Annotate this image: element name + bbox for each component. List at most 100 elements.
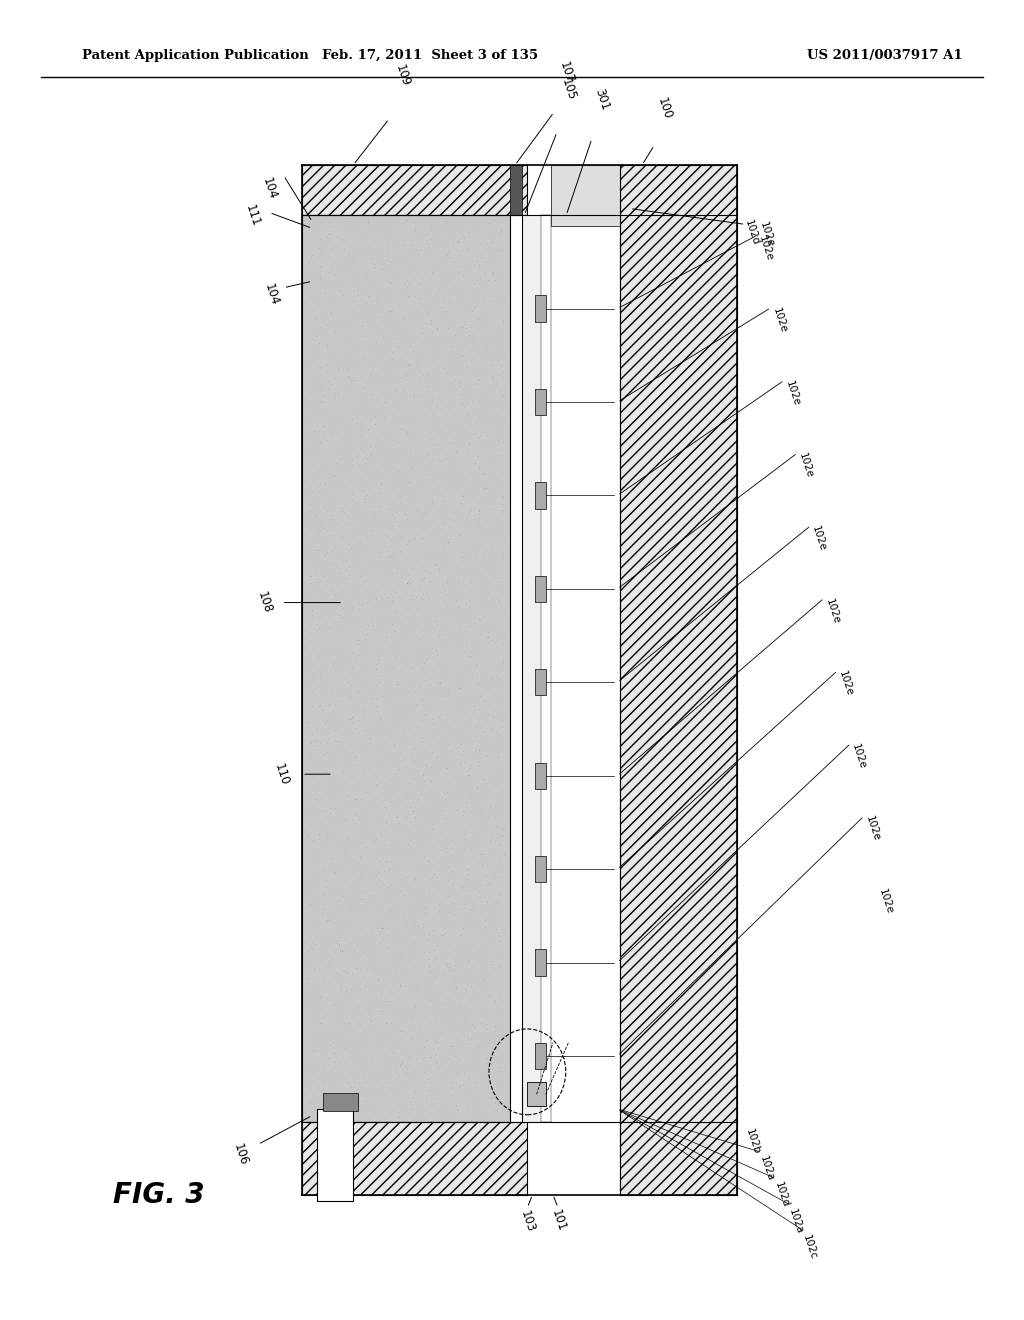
Point — [432, 672, 449, 693]
Point — [384, 516, 400, 537]
Point — [444, 343, 461, 364]
Point — [463, 499, 479, 520]
Point — [486, 558, 503, 579]
Point — [338, 825, 354, 846]
Point — [305, 1047, 322, 1068]
Point — [323, 861, 339, 882]
Point — [362, 952, 379, 973]
Point — [337, 342, 353, 363]
Point — [344, 964, 360, 985]
Point — [345, 809, 361, 830]
Point — [401, 442, 418, 463]
Point — [404, 589, 421, 610]
Point — [423, 550, 439, 572]
Point — [395, 884, 412, 906]
Point — [436, 953, 453, 974]
Point — [307, 335, 324, 356]
Point — [471, 255, 487, 276]
Point — [334, 941, 350, 962]
Point — [370, 315, 386, 337]
Point — [361, 418, 378, 440]
Point — [412, 240, 428, 261]
Point — [397, 912, 414, 933]
Point — [366, 735, 382, 756]
Point — [409, 355, 425, 376]
Point — [436, 219, 453, 240]
Point — [335, 388, 351, 409]
Point — [307, 824, 324, 845]
Point — [396, 1072, 413, 1093]
Point — [384, 657, 400, 678]
Point — [400, 422, 417, 444]
Point — [305, 999, 322, 1020]
Point — [369, 589, 385, 610]
Point — [462, 645, 478, 667]
Point — [495, 487, 511, 508]
Point — [426, 260, 442, 281]
Point — [418, 545, 434, 566]
Point — [327, 862, 343, 883]
Point — [313, 857, 330, 878]
Point — [413, 322, 429, 343]
Point — [384, 1016, 400, 1038]
Point — [325, 508, 341, 529]
Point — [303, 937, 319, 958]
Point — [378, 367, 394, 388]
Point — [425, 449, 441, 470]
Point — [401, 569, 418, 590]
Point — [470, 512, 486, 533]
Point — [439, 1061, 456, 1082]
Point — [329, 917, 345, 939]
Point — [419, 223, 435, 244]
Point — [488, 445, 505, 466]
Point — [323, 579, 339, 601]
Point — [479, 213, 496, 234]
Point — [331, 927, 347, 948]
Point — [486, 1101, 503, 1122]
Point — [305, 1024, 322, 1045]
Point — [350, 710, 367, 731]
Point — [382, 384, 398, 405]
Point — [426, 343, 442, 364]
Point — [466, 743, 482, 764]
Point — [439, 714, 456, 735]
Point — [470, 426, 486, 447]
Point — [361, 285, 378, 306]
Point — [402, 907, 419, 928]
Point — [424, 428, 440, 449]
Point — [304, 264, 321, 285]
Point — [379, 546, 395, 568]
Point — [472, 554, 488, 576]
Point — [493, 1028, 509, 1049]
Point — [335, 285, 351, 306]
Point — [378, 449, 394, 470]
Point — [417, 746, 433, 767]
Point — [494, 657, 510, 678]
Point — [322, 932, 338, 953]
Point — [336, 568, 352, 589]
Point — [396, 616, 413, 638]
Point — [359, 310, 376, 331]
Point — [392, 612, 409, 634]
Point — [330, 1024, 346, 1045]
Point — [424, 928, 440, 949]
Point — [490, 737, 507, 758]
Point — [354, 594, 371, 615]
Point — [416, 924, 432, 945]
Point — [449, 978, 465, 999]
Point — [438, 243, 455, 264]
Point — [417, 771, 433, 792]
Point — [328, 932, 344, 953]
Point — [362, 444, 379, 465]
Text: 102e: 102e — [757, 234, 775, 263]
Point — [437, 758, 454, 779]
Point — [470, 698, 486, 719]
Point — [372, 923, 388, 944]
Point — [325, 994, 341, 1015]
Point — [379, 231, 395, 252]
Point — [442, 375, 459, 396]
Point — [382, 348, 398, 370]
Point — [344, 525, 360, 546]
Point — [456, 227, 472, 248]
Point — [338, 459, 354, 480]
